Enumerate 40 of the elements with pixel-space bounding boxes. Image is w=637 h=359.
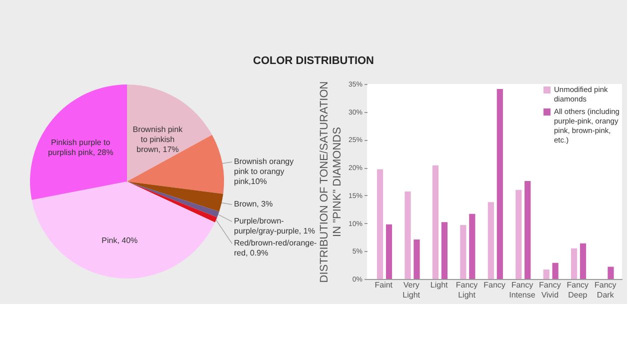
bar bbox=[571, 248, 578, 279]
x-tick-label: Fancy bbox=[484, 280, 506, 290]
bar bbox=[608, 266, 614, 279]
x-tick-label: Fancy Light bbox=[456, 280, 478, 300]
x-tick-label: Light bbox=[430, 280, 449, 290]
x-tick-label: Very Light bbox=[402, 280, 421, 300]
bar bbox=[580, 243, 586, 279]
slice-label: Brown, 3% bbox=[234, 200, 273, 209]
bar bbox=[543, 270, 550, 279]
x-tick-label: Faint bbox=[374, 280, 394, 290]
slice-label: Brownish pink to pinkish brown, 17% bbox=[132, 124, 184, 154]
bar bbox=[404, 192, 411, 279]
x-tick-label: Fancy Vivid bbox=[539, 280, 561, 300]
bar bbox=[469, 214, 476, 279]
pie-slice bbox=[127, 134, 224, 194]
x-tick-label: Fancy Deep bbox=[566, 280, 589, 300]
bar bbox=[441, 222, 448, 279]
bar bbox=[516, 190, 522, 279]
bar bbox=[460, 224, 466, 279]
bar bbox=[552, 262, 558, 279]
x-tick-label: Fancy Intense bbox=[509, 280, 536, 300]
slice-label: Red/brown-red/orange-red, 0.9% bbox=[234, 238, 318, 258]
chart-title: COLOR DISTRIBUTION bbox=[253, 55, 374, 67]
bar bbox=[386, 224, 392, 279]
bar bbox=[524, 180, 531, 279]
pie-slice bbox=[127, 182, 224, 212]
slice-label: Purple/brown-purple/gray-purple, 1% bbox=[234, 216, 315, 236]
pie-slice bbox=[32, 182, 215, 278]
bar bbox=[496, 89, 503, 279]
slice-label: Brownish orangy pink to orangy pink,10% bbox=[234, 156, 294, 186]
bar bbox=[488, 202, 494, 279]
bar bbox=[376, 169, 384, 279]
bar bbox=[414, 239, 420, 279]
bar bbox=[432, 165, 439, 279]
y-axis-title: DISTRIBUTION OF TONE/SATURATION IN "PINK" DIAMONDS bbox=[318, 81, 344, 283]
pie-slice bbox=[30, 84, 127, 200]
slice-label: Pink, 40% bbox=[102, 236, 138, 246]
pie-slice bbox=[127, 84, 212, 182]
x-tick-label: Fancy Dark bbox=[594, 280, 616, 300]
slice-label: Pinkish purple to purplish pink, 28% bbox=[48, 138, 114, 158]
